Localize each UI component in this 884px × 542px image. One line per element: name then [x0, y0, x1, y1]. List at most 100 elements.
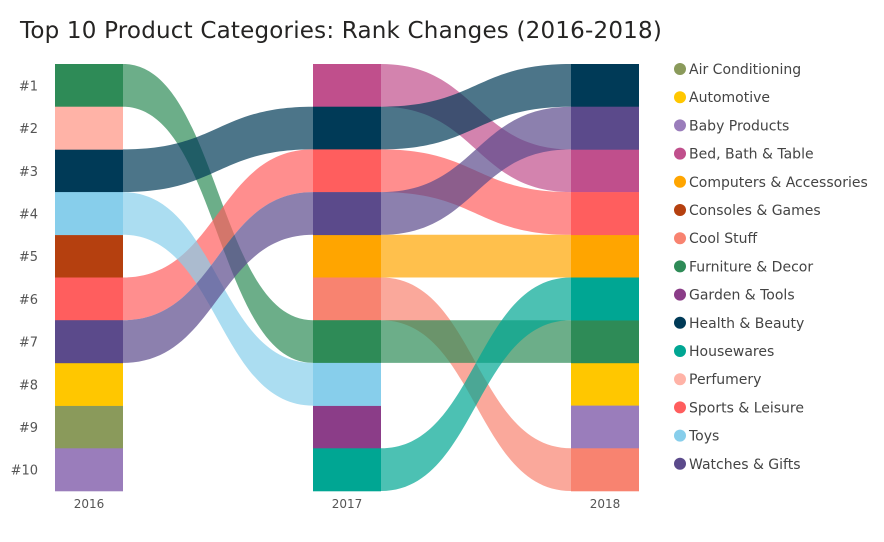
year-axis: 2016 2017 2018 [74, 497, 621, 511]
year-label-2017: 2017 [332, 497, 363, 511]
legend-marker [674, 345, 686, 357]
legend-item-garden-tools[interactable]: Garden & Tools [674, 288, 795, 304]
bar-watches-gifts-2016[interactable] [55, 320, 123, 364]
legend-item-perfumery[interactable]: Perfumery [674, 372, 761, 388]
legend-item-toys[interactable]: Toys [674, 429, 719, 445]
legend-label: Garden & Tools [689, 288, 795, 304]
bar-cool-stuff-2018[interactable] [571, 448, 639, 492]
bar-layer [55, 64, 639, 492]
bar-housewares-2018[interactable] [571, 277, 639, 321]
legend-label: Consoles & Games [689, 203, 821, 219]
bar-sports-leisure-2017[interactable] [313, 149, 381, 193]
legend-label: Baby Products [689, 118, 789, 134]
legend-item-baby-products[interactable]: Baby Products [674, 118, 789, 134]
ribbon-furniture-decor-2017-2018[interactable] [381, 320, 571, 363]
legend-item-air-conditioning[interactable]: Air Conditioning [674, 62, 801, 78]
ribbon-layer [123, 64, 571, 491]
bar-sports-leisure-2016[interactable] [55, 277, 123, 321]
ribbon-toys-2016-2017[interactable] [123, 192, 313, 406]
bar-toys-2017[interactable] [313, 362, 381, 406]
bar-baby-products-2018[interactable] [571, 405, 639, 449]
bar-housewares-2017[interactable] [313, 448, 381, 492]
bar-bed-bath-table-2018[interactable] [571, 149, 639, 193]
ribbon-bed-bath-table-2017-2018[interactable] [381, 64, 571, 193]
legend-marker [674, 429, 686, 442]
legend-label: Perfumery [689, 372, 761, 388]
year-label-2016: 2016 [74, 497, 105, 511]
rank-label-2: #2 [19, 122, 38, 137]
bar-perfumery-2016[interactable] [55, 106, 123, 150]
bar-health-beauty-2017[interactable] [313, 106, 381, 150]
rank-axis: #1 #2 #3 #4 #5 #6 #7 #8 #9 #10 [11, 79, 38, 478]
bar-automotive-2018[interactable] [571, 362, 639, 406]
legend-marker [674, 288, 686, 301]
legend-item-health-beauty[interactable]: Health & Beauty [674, 316, 804, 332]
legend-label: Computers & Accessories [689, 175, 868, 191]
legend-item-automotive[interactable]: Automotive [674, 90, 770, 106]
legend-marker [674, 175, 686, 188]
bar-bed-bath-table-2017[interactable] [313, 64, 381, 107]
bar-garden-tools-2017[interactable] [313, 405, 381, 449]
legend-marker [674, 232, 686, 245]
bar-watches-gifts-2017[interactable] [313, 192, 381, 236]
rank-label-4: #4 [19, 207, 38, 222]
bar-air-conditioning-2016[interactable] [55, 405, 123, 449]
bar-health-beauty-2018[interactable] [571, 64, 639, 107]
legend-label: Furniture & Decor [689, 259, 813, 275]
legend-marker [674, 260, 686, 273]
rank-label-6: #6 [19, 293, 38, 308]
rank-label-9: #9 [19, 421, 38, 436]
bar-cool-stuff-2017[interactable] [313, 277, 381, 321]
bar-furniture-decor-2016[interactable] [55, 64, 123, 107]
bar-automotive-2016[interactable] [55, 362, 123, 406]
ribbon-sports-leisure-2016-2017[interactable] [123, 149, 313, 321]
bar-consoles-games-2016[interactable] [55, 234, 123, 278]
legend-label: Watches & Gifts [689, 457, 801, 473]
rank-label-8: #8 [19, 378, 38, 393]
bar-health-beauty-2016[interactable] [55, 149, 123, 193]
ribbon-housewares-2017-2018[interactable] [381, 277, 571, 492]
legend-item-furniture-decor[interactable]: Furniture & Decor [674, 259, 813, 275]
legend-item-computers-accessories[interactable]: Computers & Accessories [674, 175, 868, 191]
bar-watches-gifts-2018[interactable] [571, 106, 639, 150]
legend-label: Cool Stuff [689, 231, 757, 247]
bar-computers-accessories-2018[interactable] [571, 234, 639, 278]
bar-furniture-decor-2018[interactable] [571, 320, 639, 364]
bar-sports-leisure-2018[interactable] [571, 192, 639, 236]
legend-marker [674, 457, 686, 470]
ribbon-computers-accessories-2017-2018[interactable] [381, 234, 571, 278]
legend-marker [674, 401, 686, 414]
legend-label: Housewares [689, 344, 774, 360]
legend-item-consoles-games[interactable]: Consoles & Games [674, 203, 821, 219]
legend-item-sports-leisure[interactable]: Sports & Leisure [674, 400, 804, 416]
legend-item-bed-bath-table[interactable]: Bed, Bath & Table [674, 147, 814, 163]
bar-baby-products-2016[interactable] [55, 448, 123, 492]
legend-marker [674, 91, 686, 104]
legend-marker [674, 119, 686, 132]
rank-label-10: #10 [11, 464, 38, 479]
legend-label: Toys [688, 429, 719, 445]
legend-item-watches-gifts[interactable]: Watches & Gifts [674, 457, 801, 473]
legend-label: Bed, Bath & Table [689, 147, 814, 163]
chart-title: Top 10 Product Categories: Rank Changes … [20, 18, 663, 44]
legend-item-housewares[interactable]: Housewares [674, 344, 774, 360]
rank-label-1: #1 [19, 79, 38, 94]
legend[interactable]: Air Conditioning Automotive Baby Products B… [674, 62, 868, 473]
legend-marker [674, 204, 686, 216]
ribbon-health-beauty-2016-2017[interactable] [123, 106, 313, 193]
legend-label: Automotive [689, 90, 770, 106]
legend-marker [674, 316, 686, 329]
year-label-2018: 2018 [590, 497, 621, 511]
rank-label-5: #5 [19, 250, 38, 265]
bar-computers-accessories-2017[interactable] [313, 234, 381, 278]
legend-marker [674, 63, 686, 75]
bar-toys-2016[interactable] [55, 192, 123, 236]
legend-label: Sports & Leisure [689, 400, 804, 416]
ribbon-health-beauty-2017-2018[interactable] [381, 64, 571, 150]
ribbon-watches-gifts-2016-2017[interactable] [123, 192, 313, 363]
ribbon-watches-gifts-2017-2018[interactable] [381, 106, 571, 235]
ribbon-sports-leisure-2017-2018[interactable] [381, 149, 571, 235]
legend-marker [674, 373, 686, 386]
legend-item-cool-stuff[interactable]: Cool Stuff [674, 231, 757, 247]
bar-furniture-decor-2017[interactable] [313, 320, 381, 364]
